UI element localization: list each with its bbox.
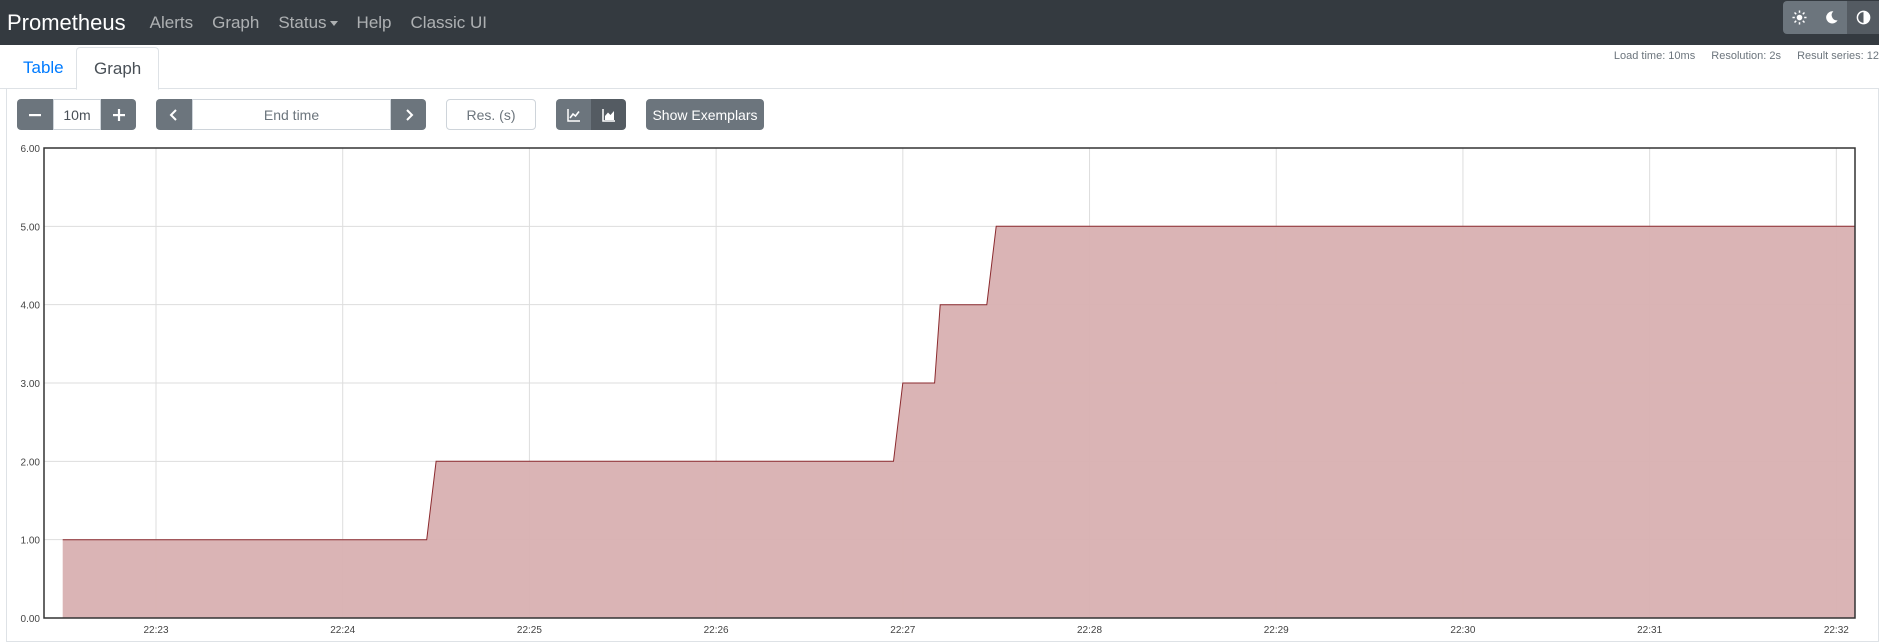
plus-icon: [112, 108, 125, 121]
chevron-left-icon: [169, 108, 177, 121]
moon-icon: [1825, 11, 1838, 24]
y-tick-label: 5.00: [21, 222, 41, 233]
previous-time-button[interactable]: [156, 99, 192, 130]
minus-icon: [29, 113, 41, 116]
graph-chart[interactable]: 0.00 1.00 2.00 3.00 4.00 5.00 6.00 22:23 22:24 22…: [0, 140, 1879, 642]
increase-range-button[interactable]: [101, 99, 136, 130]
tab-graph[interactable]: Graph: [76, 47, 160, 90]
load-time: Load time: 10ms: [1613, 50, 1696, 62]
range-input[interactable]: 10m: [53, 99, 101, 130]
contrast-icon: [1856, 10, 1870, 25]
line-chart-icon: [566, 108, 580, 122]
stacked-area-button[interactable]: [591, 99, 626, 130]
y-tick-label: 3.00: [21, 379, 41, 390]
resolution-stat: Resolution: 2s: [1711, 50, 1781, 62]
x-tick-label: 22:25: [517, 625, 542, 636]
resolution-input[interactable]: Res. (s): [446, 99, 536, 130]
nav-status-label: Status: [278, 13, 327, 32]
x-tick-label: 22:24: [330, 625, 355, 636]
brand-logo[interactable]: Prometheus: [7, 10, 126, 35]
sun-icon: [1791, 10, 1807, 25]
nav-help[interactable]: Help: [356, 13, 392, 32]
nav-graph[interactable]: Graph: [212, 13, 260, 32]
end-time-input[interactable]: End time: [192, 99, 391, 130]
unstacked-lines-button[interactable]: [556, 99, 591, 130]
x-tick-label: 22:23: [144, 625, 169, 636]
y-tick-label: 1.00: [21, 536, 41, 547]
result-series: Result series: 12: [1797, 50, 1879, 62]
decrease-range-button[interactable]: [17, 99, 53, 130]
x-tick-label: 22:29: [1264, 625, 1289, 636]
x-tick-label: 22:27: [890, 625, 915, 636]
nav-status[interactable]: Status: [278, 0, 338, 45]
area-chart-icon: [601, 108, 615, 122]
panel-tabs: Table Graph: [0, 45, 1879, 90]
y-tick-label: 2.00: [21, 457, 41, 468]
auto-theme-button[interactable]: [1847, 1, 1879, 34]
chevron-down-icon: [329, 21, 338, 27]
light-theme-button[interactable]: [1783, 1, 1815, 34]
series-line: [62, 225, 1855, 541]
dark-theme-button[interactable]: [1815, 1, 1847, 34]
chevron-right-icon: [405, 108, 413, 121]
plot-border: [43, 147, 1856, 619]
series-area: [62, 226, 1856, 619]
y-tick-label: 0.00: [21, 614, 41, 625]
y-tick-label: 6.00: [21, 144, 41, 155]
nav-classic-ui[interactable]: Classic UI: [410, 13, 488, 32]
theme-toggle-group: [1783, 1, 1879, 34]
nav-alerts[interactable]: Alerts: [149, 13, 194, 32]
next-time-button[interactable]: [391, 99, 426, 130]
x-tick-label: 22:31: [1637, 625, 1662, 636]
x-tick-label: 22:28: [1077, 625, 1102, 636]
tab-table[interactable]: Table: [23, 58, 64, 77]
show-exemplars-button[interactable]: Show Exemplars: [646, 99, 764, 130]
query-stats: Load time: 10ms Resolution: 2s Result se…: [1601, 50, 1879, 62]
navbar: Prometheus Alerts Graph Status Help Clas…: [0, 0, 1879, 45]
x-tick-label: 22:32: [1824, 625, 1849, 636]
x-tick-label: 22:26: [704, 625, 729, 636]
y-tick-label: 4.00: [21, 301, 41, 312]
x-tick-label: 22:30: [1450, 625, 1475, 636]
